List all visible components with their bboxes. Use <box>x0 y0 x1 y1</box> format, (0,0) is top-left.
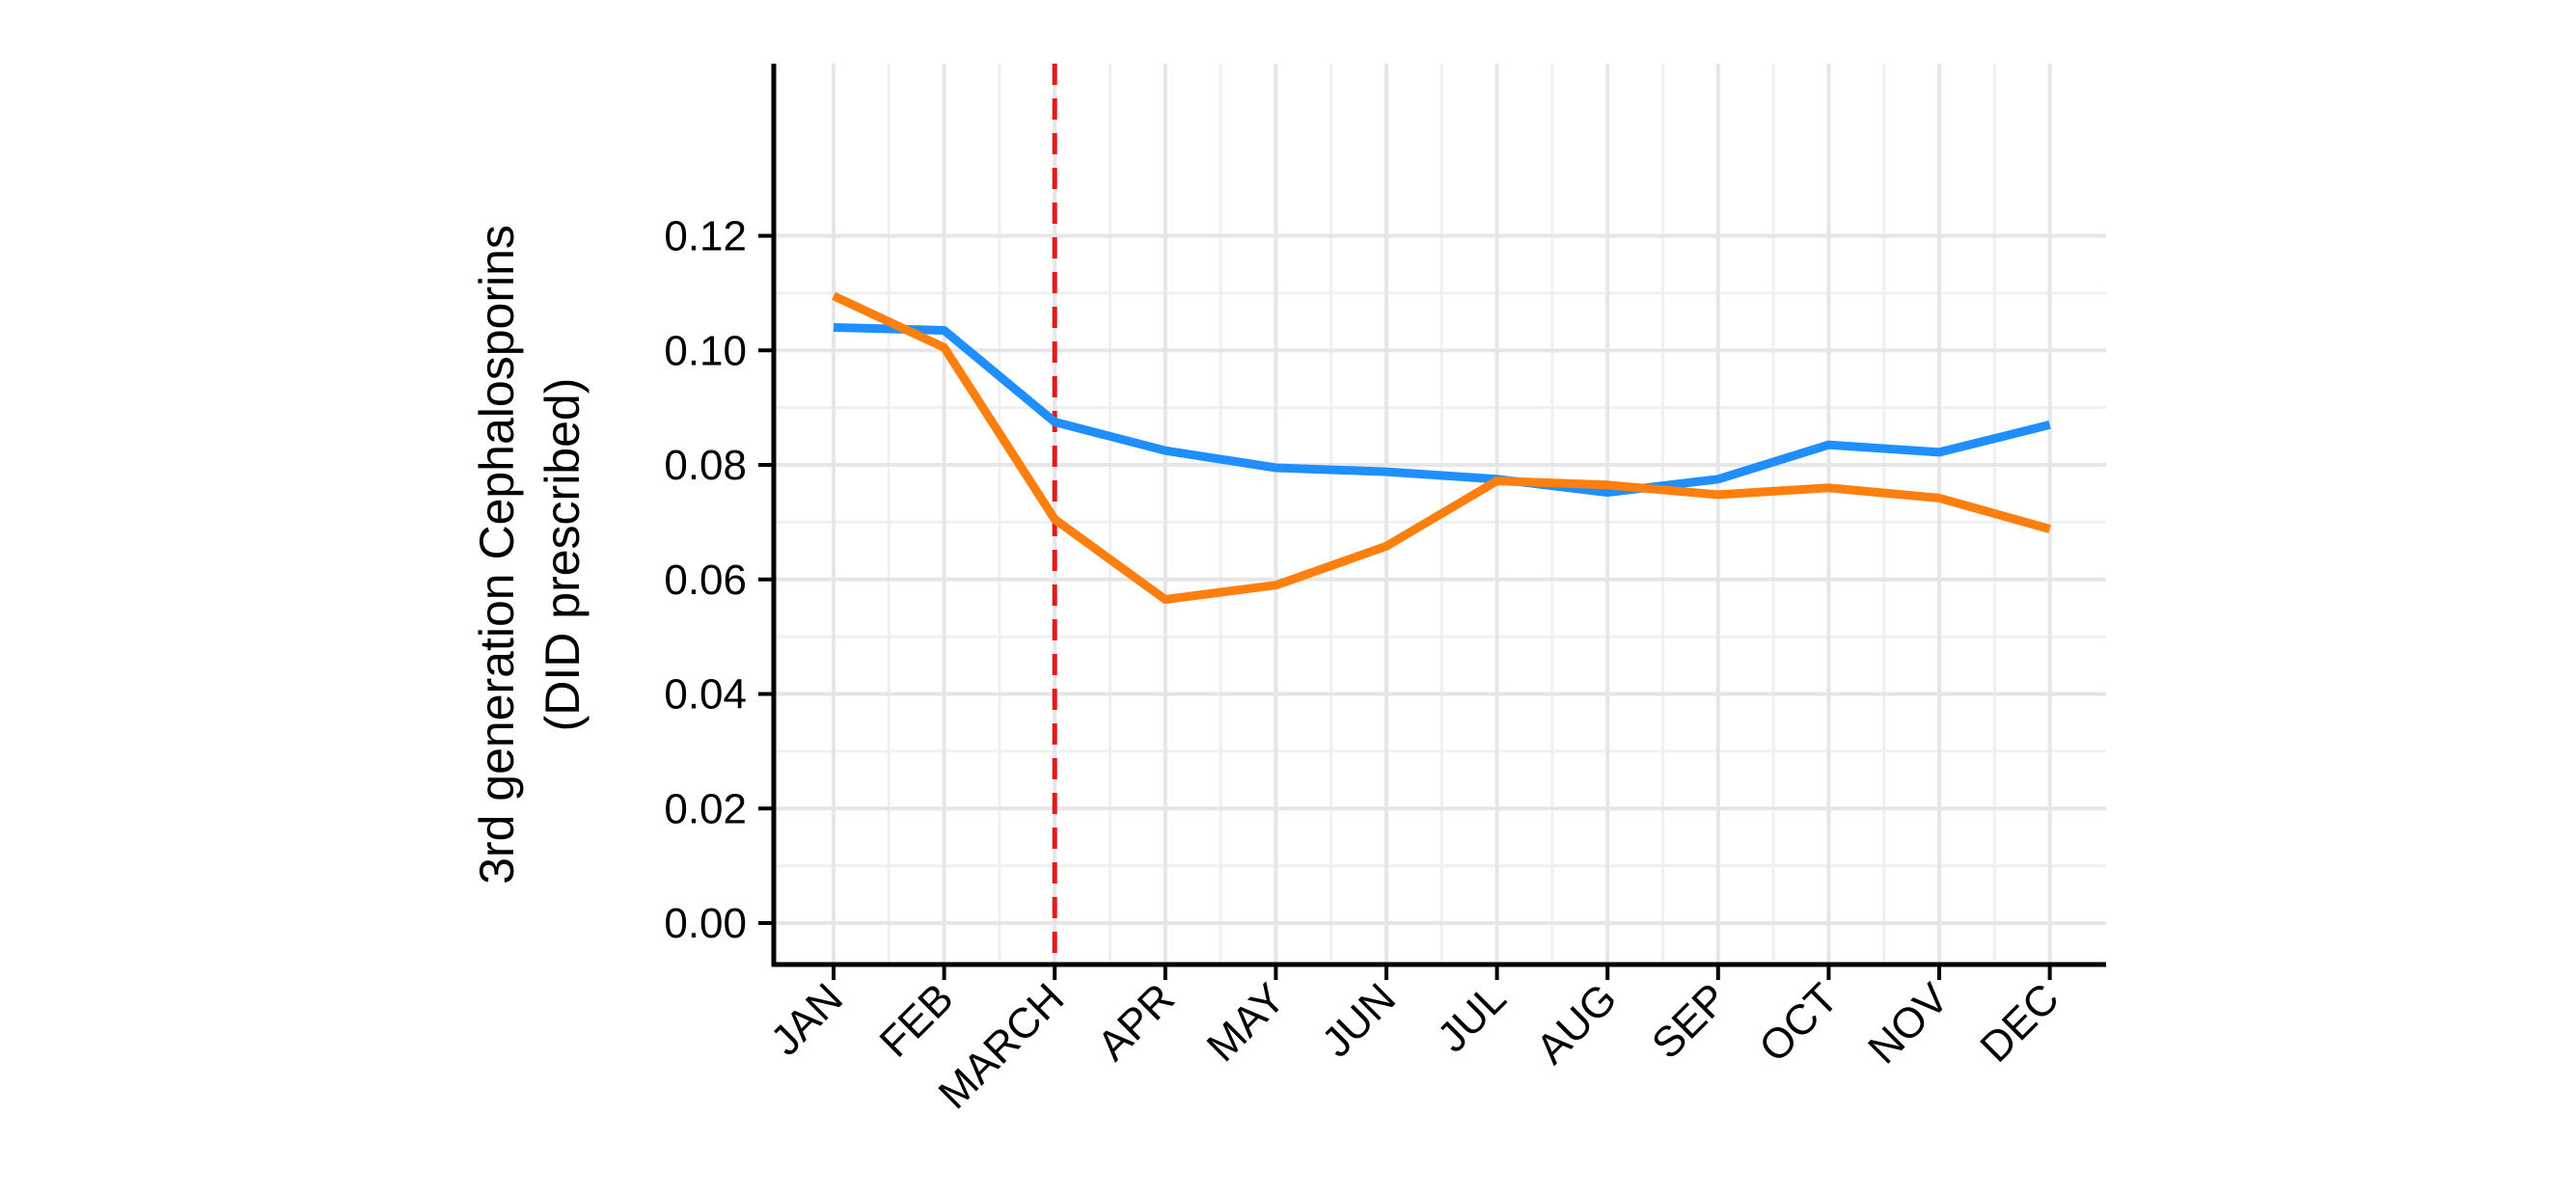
y-tick-label: 0.00 <box>664 900 747 947</box>
y-tick-label: 0.08 <box>664 442 747 489</box>
x-tick-label: AUG <box>1527 974 1626 1073</box>
x-tick-label: NOV <box>1859 974 1959 1074</box>
series-line-2 <box>832 291 2051 604</box>
series-line-1 <box>833 323 2051 497</box>
x-tick-label: JAN <box>762 974 852 1064</box>
y-tick-label: 0.04 <box>664 671 747 719</box>
series-lines <box>832 291 2051 604</box>
y-axis-title-line1: 3rd generation Cephalosporins <box>470 225 524 884</box>
x-tick-label: FEB <box>871 974 963 1066</box>
y-tick-label: 0.10 <box>664 327 747 374</box>
axes <box>758 64 2106 980</box>
x-tick-label: DEC <box>1971 974 2068 1071</box>
y-tick-label: 0.06 <box>664 557 747 604</box>
y-axis-title-line2: (DID prescribed) <box>535 378 589 732</box>
axis-titles: 3rd generation Cephalosporins (DID presc… <box>470 225 589 884</box>
x-tick-label: APR <box>1088 974 1184 1070</box>
x-tick-label: JUL <box>1429 974 1516 1061</box>
y-tick-label: 0.12 <box>664 213 747 260</box>
y-tick-label: 0.02 <box>664 785 747 832</box>
x-tick-label: OCT <box>1750 974 1847 1071</box>
x-tick-label: MARCH <box>930 974 1074 1118</box>
grid <box>774 64 2106 965</box>
x-tick-label: JUN <box>1313 974 1405 1066</box>
x-tick-label: SEP <box>1643 974 1737 1068</box>
x-tick-label: MAY <box>1198 974 1295 1071</box>
